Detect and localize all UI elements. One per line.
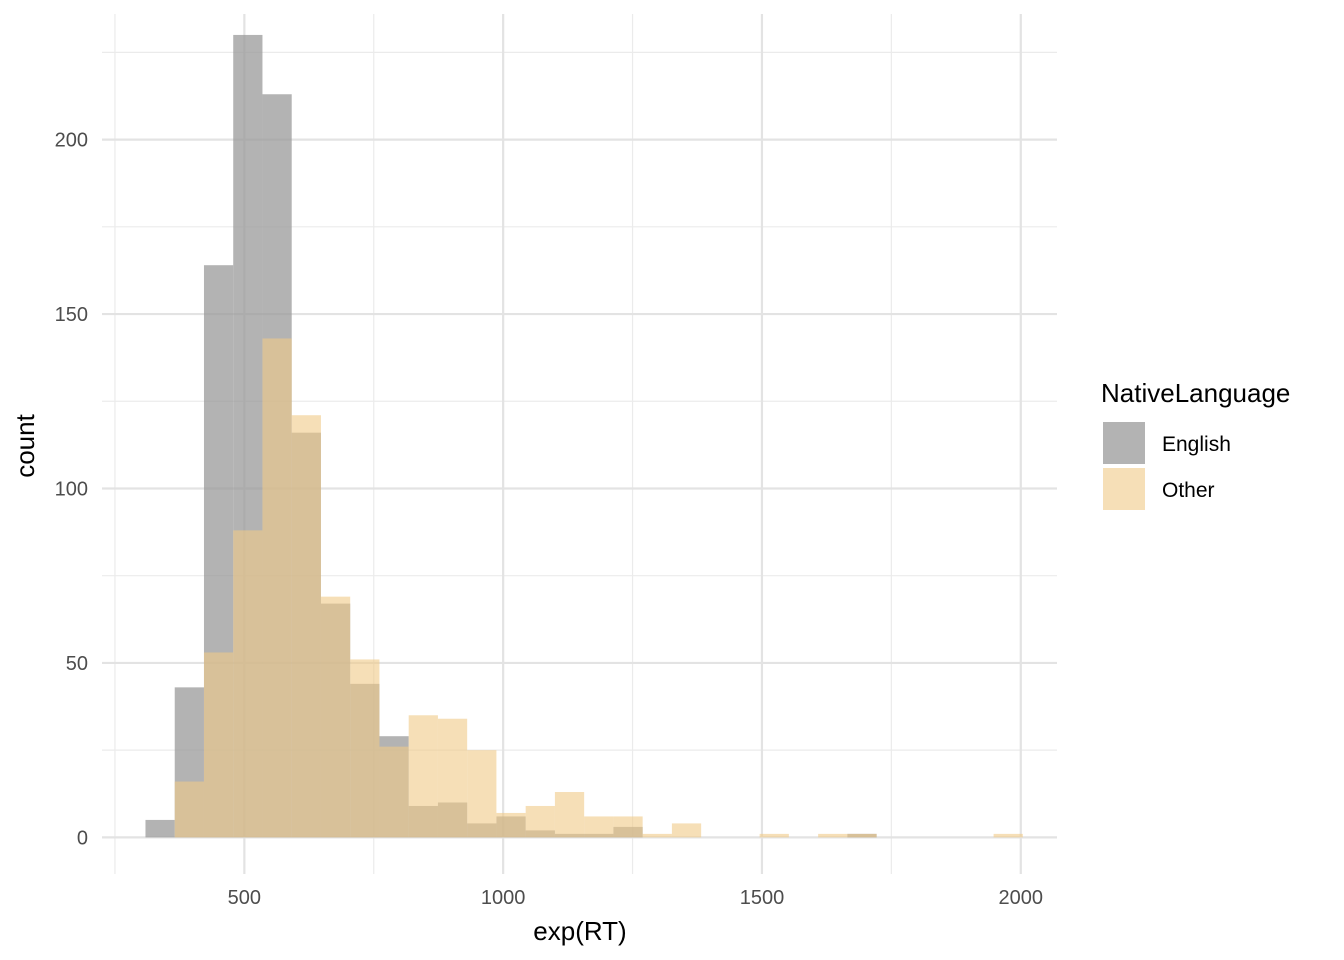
bar-other — [818, 833, 848, 838]
legend: NativeLanguage English Other — [1101, 378, 1290, 510]
x-axis-tick-labels: 500 1000 1500 2000 — [228, 887, 1043, 909]
x-tick-label: 1000 — [481, 887, 526, 909]
bar-other — [993, 833, 1023, 838]
bar-other — [350, 659, 380, 838]
bar-other — [320, 596, 351, 838]
y-axis-tick-labels: 0 50 100 150 200 — [55, 130, 88, 850]
bar-other — [584, 816, 614, 838]
bar-other — [554, 792, 585, 838]
y-tick-label: 150 — [55, 304, 88, 326]
bar-other — [642, 833, 672, 838]
y-tick-label: 100 — [55, 478, 88, 500]
bar-other — [847, 833, 877, 838]
x-axis-title: exp(RT) — [533, 916, 626, 946]
y-tick-label: 200 — [55, 130, 88, 152]
bar-other — [291, 415, 321, 838]
legend-label-other: Other — [1162, 479, 1215, 502]
bar-english — [145, 819, 175, 838]
y-tick-label: 50 — [66, 653, 88, 675]
bar-other — [759, 833, 789, 838]
bar-other — [496, 812, 526, 838]
bar-other — [437, 718, 468, 838]
legend-title: NativeLanguage — [1101, 378, 1290, 408]
bar-other — [262, 338, 292, 838]
legend-label-english: English — [1162, 433, 1231, 456]
bar-other — [379, 746, 409, 838]
bar-other — [525, 805, 555, 838]
y-axis-title: count — [10, 413, 40, 477]
other-series-bars — [174, 338, 1023, 838]
bar-other — [233, 530, 263, 838]
y-tick-label: 0 — [77, 827, 88, 849]
bar-other — [467, 750, 497, 838]
bar-other — [671, 823, 702, 838]
bar-other — [408, 715, 438, 838]
x-tick-label: 500 — [228, 887, 261, 909]
bar-other — [174, 781, 204, 838]
legend-key-english — [1103, 422, 1145, 464]
x-tick-label: 1500 — [740, 887, 785, 909]
x-tick-label: 2000 — [999, 887, 1044, 909]
bar-other — [203, 652, 234, 838]
bar-other — [613, 816, 643, 838]
legend-key-other — [1103, 468, 1145, 510]
